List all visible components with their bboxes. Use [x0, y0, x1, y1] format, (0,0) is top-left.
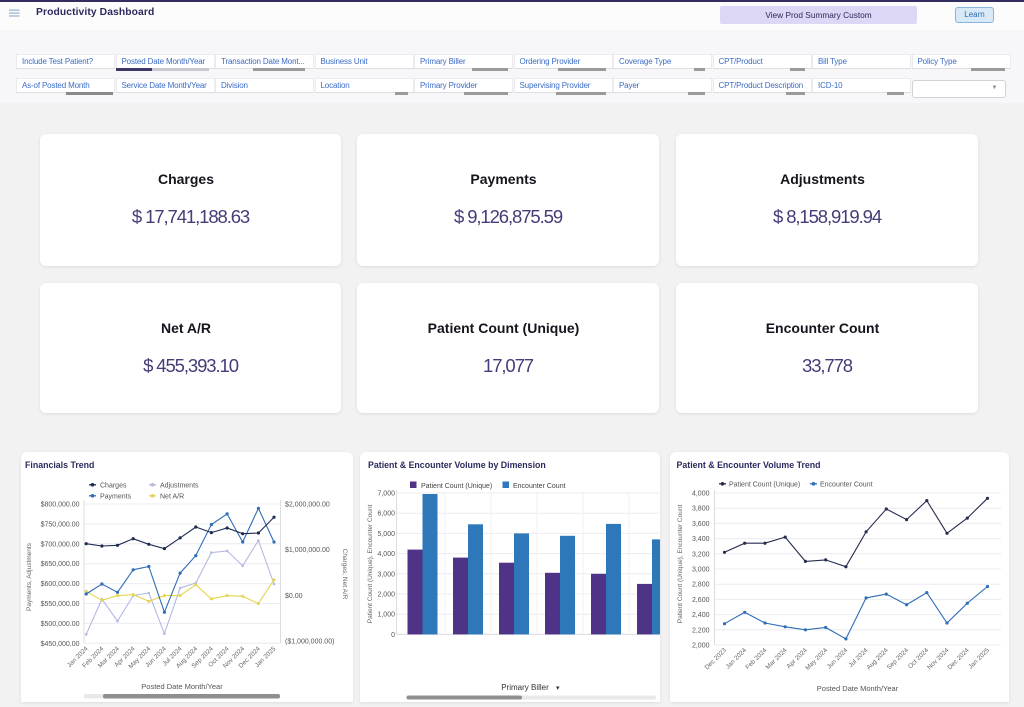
svg-text:$2,000,000.00: $2,000,000.00 — [285, 502, 330, 509]
svg-text:Charges: Charges — [100, 483, 127, 490]
svg-text:3,000: 3,000 — [377, 571, 395, 578]
svg-text:3,200: 3,200 — [692, 551, 710, 558]
svg-text:$0.00: $0.00 — [285, 593, 303, 600]
svg-text:6,000: 6,000 — [377, 511, 395, 518]
svg-text:2,800: 2,800 — [692, 582, 710, 589]
svg-text:2,000: 2,000 — [377, 592, 395, 599]
svg-text:Adjustments: Adjustments — [160, 483, 199, 490]
svg-text:Mar 2024: Mar 2024 — [765, 647, 789, 671]
svg-text:Patient & Encounter Volume Tre: Patient & Encounter Volume Trend — [677, 460, 821, 470]
svg-text:2,400: 2,400 — [692, 612, 710, 619]
svg-text:4,000: 4,000 — [377, 551, 395, 558]
svg-text:2,600: 2,600 — [692, 597, 710, 604]
svg-text:1,000: 1,000 — [377, 612, 395, 619]
svg-text:$450,000.00: $450,000.00 — [41, 641, 80, 648]
svg-text:$550,000.00: $550,000.00 — [41, 601, 80, 608]
svg-text:$700,000.00: $700,000.00 — [41, 541, 80, 548]
svg-text:Patient Count (Unique): Patient Count (Unique) — [729, 482, 800, 489]
svg-text:$800,000.00: $800,000.00 — [41, 502, 80, 509]
svg-text:2,200: 2,200 — [692, 627, 710, 634]
svg-text:Sep 2024: Sep 2024 — [886, 647, 911, 672]
svg-text:$650,000.00: $650,000.00 — [41, 561, 80, 568]
svg-text:Patient Count (Unique), Encoun: Patient Count (Unique), Encounter Count — [367, 505, 374, 624]
svg-text:Dec 2024: Dec 2024 — [946, 647, 971, 672]
svg-text:$750,000.00: $750,000.00 — [41, 521, 80, 528]
svg-text:Payments, Adjustments: Payments, Adjustments — [26, 542, 33, 611]
svg-text:May 2024: May 2024 — [804, 647, 829, 672]
svg-text:Jun 2024: Jun 2024 — [826, 647, 850, 671]
svg-text:0: 0 — [391, 632, 395, 639]
svg-text:Patient Count (Unique): Patient Count (Unique) — [421, 483, 492, 490]
svg-text:Encounter Count: Encounter Count — [820, 482, 873, 489]
svg-text:3,000: 3,000 — [692, 567, 710, 574]
svg-text:Patient Count (Unique), Encoun: Patient Count (Unique), Encounter Count — [677, 505, 684, 624]
svg-text:Dec 2023: Dec 2023 — [704, 647, 729, 672]
svg-text:Payments: Payments — [100, 494, 132, 501]
svg-text:$500,000.00: $500,000.00 — [41, 621, 80, 628]
svg-text:Charges, Net A/R: Charges, Net A/R — [341, 549, 348, 600]
svg-text:Jan 2025: Jan 2025 — [967, 647, 991, 671]
svg-text:5,000: 5,000 — [377, 531, 395, 538]
svg-text:2,000: 2,000 — [692, 643, 710, 650]
svg-text:Posted Date Month/Year: Posted Date Month/Year — [141, 682, 223, 691]
svg-text:$1,000,000.00: $1,000,000.00 — [285, 547, 330, 554]
svg-text:($1,000,000.00): ($1,000,000.00) — [285, 639, 334, 646]
svg-text:▾: ▾ — [556, 685, 560, 692]
svg-text:3,600: 3,600 — [692, 521, 710, 528]
svg-text:Patient & Encounter Volume by: Patient & Encounter Volume by Dimension — [368, 460, 546, 470]
svg-text:7,000: 7,000 — [377, 491, 395, 498]
svg-text:Posted Date Month/Year: Posted Date Month/Year — [817, 684, 899, 693]
svg-text:Primary Biller: Primary Biller — [501, 683, 549, 692]
svg-text:Net A/R: Net A/R — [160, 494, 184, 501]
svg-text:3,800: 3,800 — [692, 506, 710, 513]
svg-text:Financials Trend: Financials Trend — [25, 460, 94, 470]
svg-text:$600,000.00: $600,000.00 — [41, 581, 80, 588]
svg-text:Encounter Count: Encounter Count — [513, 483, 566, 490]
svg-text:3,400: 3,400 — [692, 536, 710, 543]
svg-text:4,000: 4,000 — [692, 491, 710, 498]
